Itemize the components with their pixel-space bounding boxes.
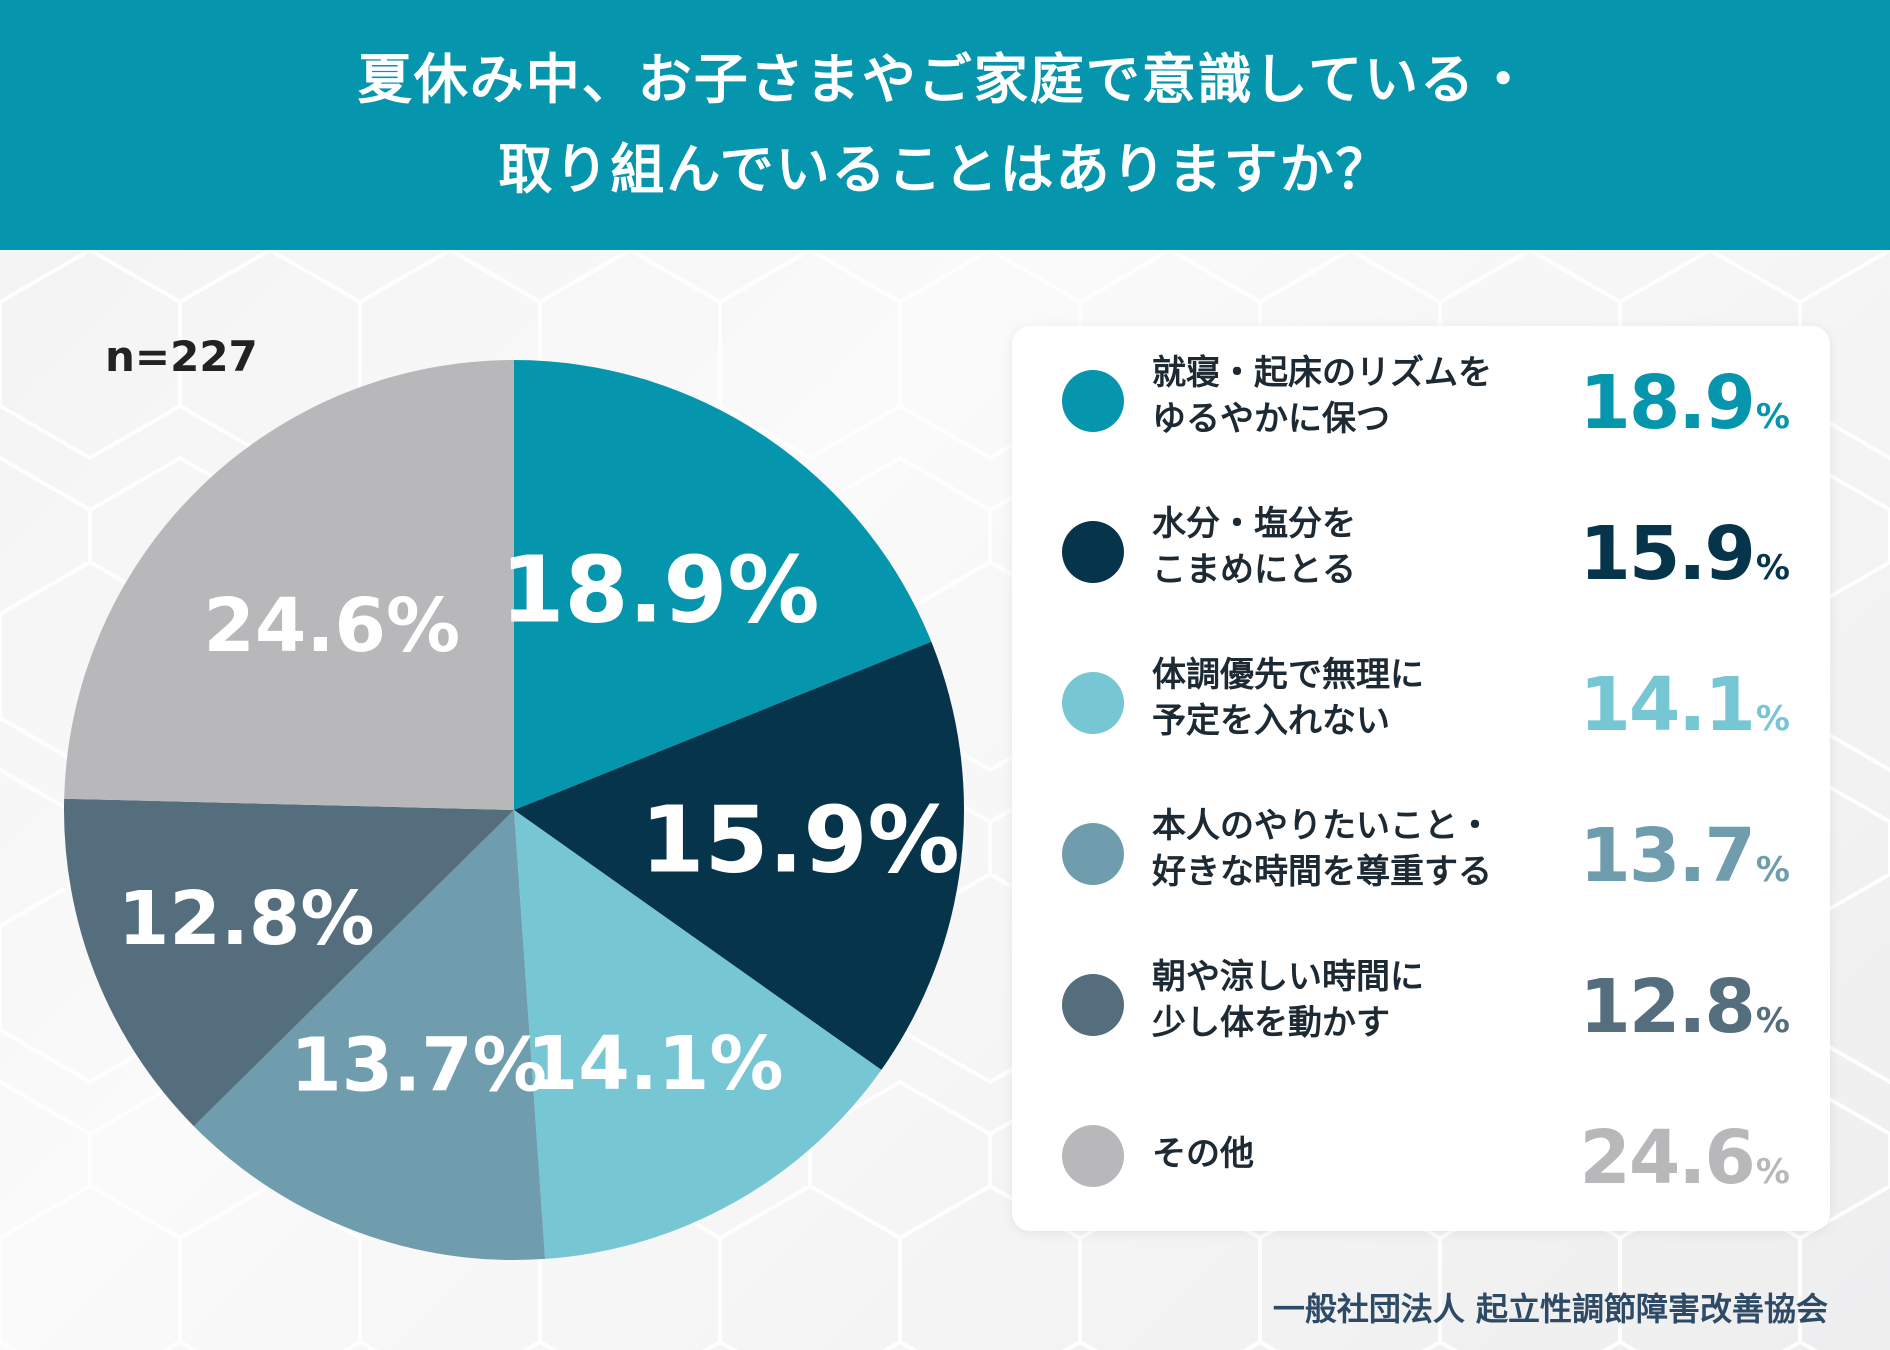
- legend-value-unit: %: [1755, 1001, 1790, 1041]
- pie-value-label-5: 12.8%: [118, 876, 375, 962]
- legend-value-number: 12.8: [1579, 964, 1756, 1050]
- sample-size-label: n=227: [105, 332, 258, 381]
- legend-value-number: 24.6: [1579, 1115, 1756, 1201]
- pie-value-label-4: 13.7%: [290, 1023, 547, 1109]
- legend-label-line-1: 朝や涼しい時間に: [1152, 957, 1424, 997]
- legend-panel: 就寝・起床のリズムを ゆるやかに保つ 18.9% 水分・塩分を こまめにとる 15.9% 体…: [1012, 326, 1830, 1231]
- legend-label-line-1: 就寝・起床のリズムを: [1152, 353, 1492, 393]
- legend-label-line-1: 本人のやりたいこと・: [1152, 806, 1492, 846]
- legend-value-number: 15.9: [1579, 511, 1756, 597]
- legend-value-unit: %: [1755, 850, 1790, 890]
- legend-value-number: 18.9: [1579, 360, 1756, 446]
- legend-label-line-1: 体調優先で無理に: [1152, 655, 1424, 695]
- pie-slice-4: [193, 810, 546, 1260]
- legend-label: 本人のやりたいこと・ 好きな時間を尊重する: [1152, 803, 1572, 895]
- pie-slice-2: [514, 641, 965, 1070]
- legend-label-line-2: 少し体を動かす: [1152, 1003, 1390, 1043]
- legend-label-line-1: その他: [1152, 1134, 1254, 1174]
- legend-value-number: 13.7: [1579, 813, 1756, 899]
- title-line-1: 夏休み中、お子さまやご家庭で意識している・: [357, 48, 1533, 111]
- pie-value-label-2: 15.9%: [640, 786, 959, 893]
- legend-value-unit: %: [1755, 699, 1790, 739]
- pie-value-label-6: 24.6%: [203, 583, 460, 669]
- legend-item: 朝や涼しい時間に 少し体を動かす 12.8%: [1012, 930, 1830, 1080]
- header-banner: 夏休み中、お子さまやご家庭で意識している・ 取り組んでいることはありますか？: [0, 0, 1890, 250]
- pie-value-label-1: 18.9%: [500, 537, 819, 644]
- legend-label-line-2: 好きな時間を尊重する: [1152, 852, 1492, 892]
- pie-slice-5: [64, 798, 514, 1127]
- legend-color-dot: [1062, 672, 1124, 734]
- legend-label: 水分・塩分を こまめにとる: [1152, 501, 1572, 593]
- legend-item: 就寝・起床のリズムを ゆるやかに保つ 18.9%: [1012, 326, 1830, 476]
- legend-color-dot: [1062, 823, 1124, 885]
- legend-item: 水分・塩分を こまめにとる 15.9%: [1012, 477, 1830, 627]
- pie-slice-1: [514, 360, 932, 810]
- legend-item: 体調優先で無理に 予定を入れない 14.1%: [1012, 628, 1830, 778]
- pie-chart: 18.9% 15.9% 14.1%13.7% 12.8% 24.6%: [64, 360, 965, 1260]
- legend-label-line-1: 水分・塩分を: [1152, 504, 1356, 544]
- legend-value-unit: %: [1755, 1152, 1790, 1192]
- legend-color-dot: [1062, 521, 1124, 583]
- legend-value-unit: %: [1755, 397, 1790, 437]
- legend-item: 本人のやりたいこと・ 好きな時間を尊重する 13.7%: [1012, 779, 1830, 929]
- footer-organization: 一般社団法人 起立性調節障害改善協会: [1272, 1290, 1828, 1328]
- legend-label: 就寝・起床のリズムを ゆるやかに保つ: [1152, 350, 1572, 442]
- legend-label: 朝や涼しい時間に 少し体を動かす: [1152, 954, 1572, 1046]
- pie-slice-3: [514, 810, 882, 1259]
- legend-value: 18.9%: [1579, 360, 1790, 446]
- legend-value: 14.1%: [1579, 662, 1790, 748]
- legend-value: 15.9%: [1579, 511, 1790, 597]
- legend-label: その他: [1152, 1131, 1572, 1177]
- legend-label-line-2: 予定を入れない: [1152, 701, 1390, 741]
- pie-value-label-3: 14.1%: [527, 1021, 784, 1107]
- legend-value: 13.7%: [1579, 813, 1790, 899]
- title-line-2: 取り組んでいることはありますか？: [498, 138, 1392, 201]
- legend-value: 24.6%: [1579, 1115, 1790, 1201]
- legend-color-dot: [1062, 1125, 1124, 1187]
- legend-value-unit: %: [1755, 548, 1790, 588]
- legend-item: その他 24.6%: [1012, 1081, 1830, 1231]
- legend-value: 12.8%: [1579, 964, 1790, 1050]
- legend-color-dot: [1062, 974, 1124, 1036]
- legend-label: 体調優先で無理に 予定を入れない: [1152, 652, 1572, 744]
- legend-color-dot: [1062, 370, 1124, 432]
- legend-value-number: 14.1: [1579, 662, 1756, 748]
- legend-label-line-2: ゆるやかに保つ: [1152, 399, 1390, 439]
- pie-slice-6: [64, 360, 514, 810]
- legend-label-line-2: こまめにとる: [1152, 550, 1356, 590]
